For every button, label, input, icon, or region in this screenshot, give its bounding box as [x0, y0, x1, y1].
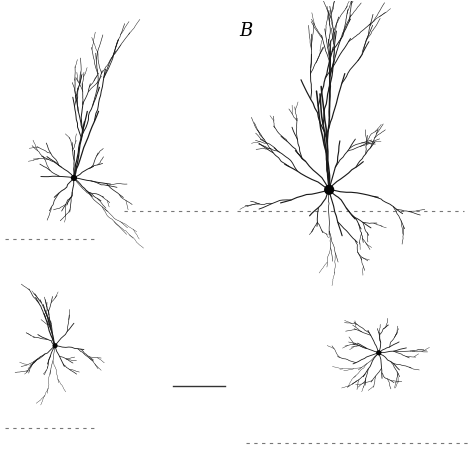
Circle shape — [324, 185, 334, 195]
Circle shape — [376, 350, 382, 356]
Circle shape — [53, 343, 58, 348]
Circle shape — [71, 175, 77, 181]
Text: B: B — [239, 22, 253, 40]
